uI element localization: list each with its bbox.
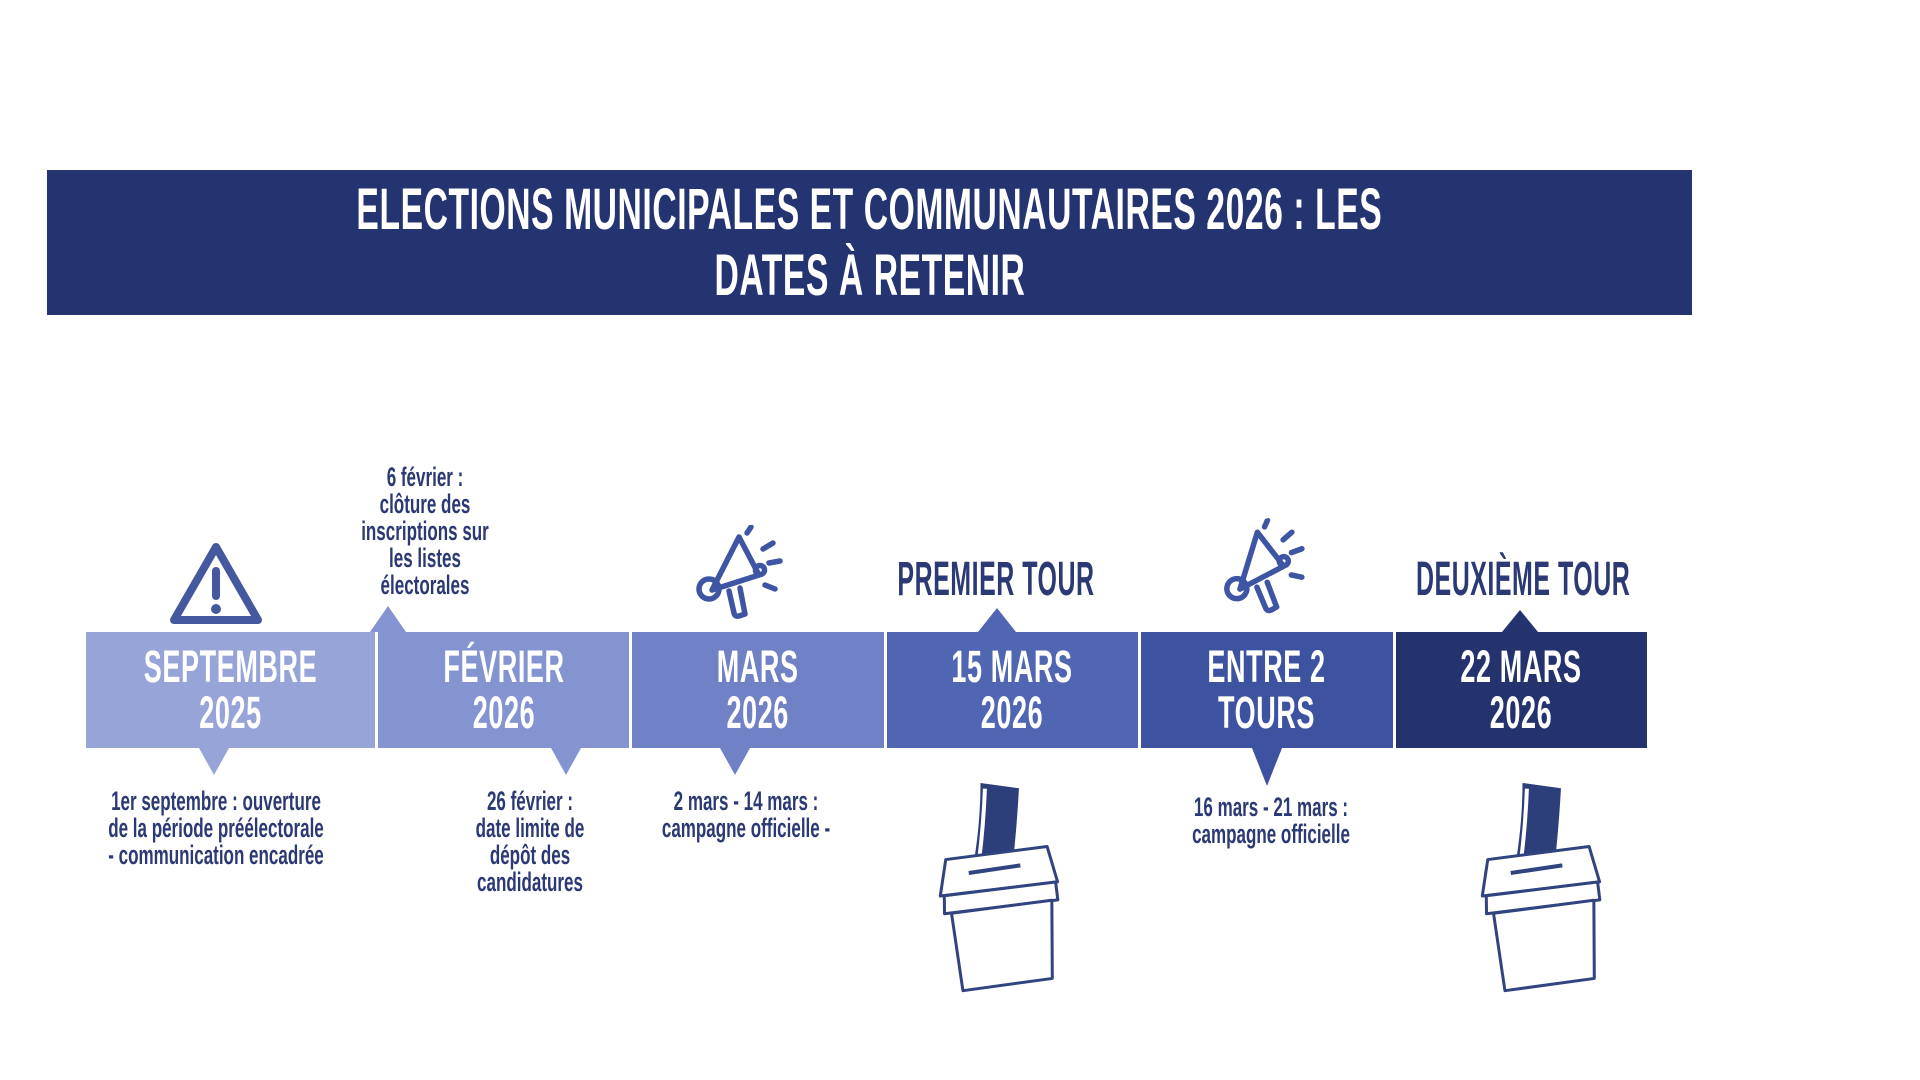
premier-tour-label: PREMIER TOUR — [897, 553, 1095, 606]
note-26-fevrier: 26 février : date limite de dépôt des ca… — [475, 786, 585, 897]
segment-label: 22 MARS 2026 — [1460, 641, 1582, 738]
ballot-box-icon — [938, 782, 1060, 993]
note-16-mars-21-mars: 16 mars - 21 mars : campagne officielle — [1192, 792, 1350, 849]
segment-entre-2-tours: ENTRE 2 TOURS — [1141, 632, 1393, 748]
megaphone-icon — [696, 525, 783, 619]
title-banner: ELECTIONS MUNICIPALES ET COMMUNAUTAIRES … — [47, 170, 1692, 315]
connector-down-entre-2-tours — [1252, 748, 1282, 786]
warning-triangle-icon — [170, 543, 262, 624]
deuxieme-tour-label: DEUXIÈME TOUR — [1416, 553, 1631, 606]
segment-label: 15 MARS 2026 — [951, 641, 1074, 738]
note-1er-septembre: 1er septembre : ouverture de la période … — [108, 786, 324, 870]
note-2-mars-14-mars: 2 mars - 14 mars : campagne officielle - — [661, 786, 831, 843]
segment-label: SEPTEMBRE 2025 — [143, 641, 318, 738]
megaphone-icon — [1224, 517, 1305, 614]
note-6-fevrier: 6 février : clôture des inscriptions sur… — [361, 462, 489, 600]
segment-mars-2026: MARS 2026 — [632, 632, 884, 748]
connector-down-mars — [720, 748, 750, 775]
segment-label: ENTRE 2 TOURS — [1207, 641, 1327, 738]
segment-22-mars-2026: 22 MARS 2026 — [1395, 632, 1647, 748]
page-title-line-1: ELECTIONS MUNICIPALES ET COMMUNAUTAIRES … — [356, 176, 1383, 242]
connector-up-premier-tour — [978, 608, 1016, 632]
ballot-box-icon — [1480, 782, 1602, 993]
segment-septembre-2025: SEPTEMBRE 2025 — [86, 632, 376, 748]
segment-fevrier-2026: FÉVRIER 2026 — [378, 632, 630, 748]
connector-down-26-fevrier — [551, 748, 581, 775]
page-title-line-2: DATES À RETENIR — [714, 242, 1025, 308]
segment-15-mars-2026: 15 MARS 2026 — [886, 632, 1139, 748]
timeline-band: SEPTEMBRE 2025 FÉVRIER 2026 MARS 2026 15… — [86, 632, 1647, 748]
segment-label: FÉVRIER 2026 — [443, 641, 565, 738]
connector-down-septembre — [199, 748, 229, 775]
connector-up-fevrier — [370, 606, 406, 632]
connector-up-deuxieme-tour — [1502, 610, 1538, 632]
segment-label: MARS 2026 — [717, 641, 800, 738]
